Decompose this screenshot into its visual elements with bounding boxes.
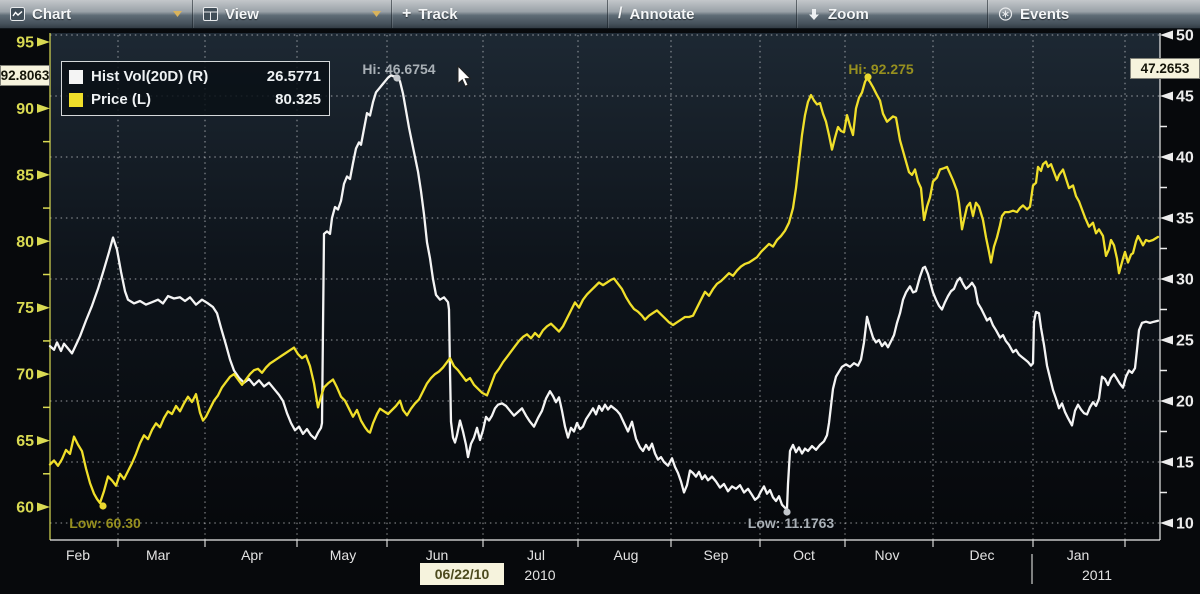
toolbar-item-zoom[interactable]: Zoom (797, 0, 988, 28)
legend-row-price[interactable]: Price (L) 80.325 (69, 88, 321, 111)
x-axis-month-label: Jul (527, 547, 545, 563)
left-axis-tick-label: 75 (16, 300, 34, 317)
right-axis-tick-label: 25 (1176, 333, 1194, 350)
x-axis-month-label: May (330, 547, 356, 563)
x-axis-month-label: Mar (146, 547, 170, 563)
left-tick-arrow (37, 236, 50, 246)
right-axis-tick-label: 45 (1176, 89, 1194, 106)
right-tick-arrow (1160, 457, 1173, 467)
right-tick-arrow (1160, 30, 1173, 40)
left-axis-tick-label: 70 (16, 367, 34, 384)
toolbar-label-track: Track (418, 5, 458, 23)
left-axis-tick-label: 60 (16, 500, 34, 517)
x-axis-month-label: Jun (426, 547, 449, 563)
marker-dot (99, 502, 107, 510)
left-tick-arrow (37, 303, 50, 313)
right-tick-arrow (1160, 396, 1173, 406)
right-axis-tick-label: 20 (1176, 394, 1194, 411)
x-axis-month-label: Dec (970, 547, 995, 563)
left-tick-arrow (37, 103, 50, 113)
tracked-date-box: 06/22/10 (420, 563, 504, 585)
right-axis-tick-label: 50 (1176, 28, 1194, 45)
marker-dot (393, 74, 401, 82)
toolbar-item-track[interactable]: + Track (392, 0, 608, 28)
right-tick-arrow (1160, 518, 1173, 528)
toolbar-label-zoom: Zoom (828, 5, 869, 23)
left-axis-tick-label: 80 (16, 234, 34, 251)
right-tick-arrow (1160, 274, 1173, 284)
right-tick-arrow (1160, 213, 1173, 223)
right-axis-tick-label: 15 (1176, 455, 1194, 472)
right-axis-value-box: 47.2653 (1130, 58, 1200, 79)
toolbar-item-view[interactable]: View (193, 0, 392, 28)
hist-vol-swatch (69, 69, 83, 84)
annotation-low-price: Low: 60.30 (69, 515, 141, 531)
toolbar-item-events[interactable]: Events (988, 0, 1200, 28)
toolbar: Chart View + Track / Annotate Zo (0, 0, 1200, 29)
series-price (48, 76, 1160, 505)
slash-icon: / (618, 5, 623, 22)
marker-dot (783, 508, 791, 516)
series-hist-vol (48, 74, 1160, 510)
x-axis-month-label: Jan (1067, 547, 1090, 563)
x-axis-month-label: Aug (614, 547, 639, 563)
annotation-hi-vol: Hi: 46.6754 (362, 61, 436, 77)
left-tick-arrow (37, 37, 50, 47)
legend-label-hist-vol: Hist Vol(20D) (R) (91, 68, 209, 85)
chart-icon (10, 7, 25, 21)
x-axis-month-label: Sep (704, 547, 729, 563)
annotation-low-vol: Low: 11.1763 (747, 515, 835, 531)
toolbar-item-chart[interactable]: Chart (0, 0, 193, 28)
mouse-cursor (457, 64, 474, 93)
left-axis-tick-label: 95 (16, 35, 34, 52)
left-axis-tick-label: 85 (16, 167, 34, 184)
chart-dropdown-arrow-icon[interactable] (159, 11, 182, 17)
toolbar-label-annotate: Annotate (629, 5, 695, 23)
legend-label-price: Price (L) (91, 91, 152, 108)
events-icon (998, 7, 1013, 21)
left-tick-arrow (37, 369, 50, 379)
toolbar-item-annotate[interactable]: / Annotate (608, 0, 797, 28)
left-axis-tick-label: 65 (16, 433, 34, 450)
plus-icon: + (402, 5, 412, 22)
legend: Hist Vol(20D) (R) 26.5771 Price (L) 80.3… (61, 61, 330, 116)
legend-value-price: 80.325 (275, 91, 321, 108)
annotation-hi-price: Hi: 92.275 (848, 61, 914, 77)
x-axis-month-label: Oct (793, 547, 815, 563)
year-label-2010: 2010 (524, 567, 556, 583)
right-axis-tick-label: 30 (1176, 272, 1194, 289)
legend-value-hist-vol: 26.5771 (266, 68, 321, 85)
view-icon (203, 7, 218, 21)
view-dropdown-arrow-icon[interactable] (358, 11, 381, 17)
right-axis-tick-label: 35 (1176, 211, 1194, 228)
x-axis-month-label: Apr (241, 547, 263, 563)
right-tick-arrow (1160, 335, 1173, 345)
legend-row-hist-vol[interactable]: Hist Vol(20D) (R) 26.5771 (69, 65, 321, 88)
left-tick-arrow (37, 502, 50, 512)
toolbar-label-view: View (225, 5, 259, 23)
toolbar-label-chart: Chart (32, 5, 72, 23)
right-axis-tick-label: 10 (1176, 516, 1194, 533)
right-axis-tick-label: 40 (1176, 150, 1194, 167)
left-tick-arrow (37, 436, 50, 446)
price-swatch (69, 92, 83, 107)
x-axis-month-label: Nov (875, 547, 900, 563)
down-arrow-icon (807, 8, 821, 21)
marker-dot (864, 73, 872, 81)
left-axis-tick-label: 90 (16, 101, 34, 118)
right-tick-arrow (1160, 152, 1173, 162)
toolbar-label-events: Events (1020, 5, 1070, 23)
year-label-2011: 2011 (1081, 567, 1113, 583)
left-tick-arrow (37, 170, 50, 180)
left-axis-value-box: 92.8063 (0, 65, 50, 86)
x-axis-month-label: Feb (66, 547, 90, 563)
right-tick-arrow (1160, 91, 1173, 101)
